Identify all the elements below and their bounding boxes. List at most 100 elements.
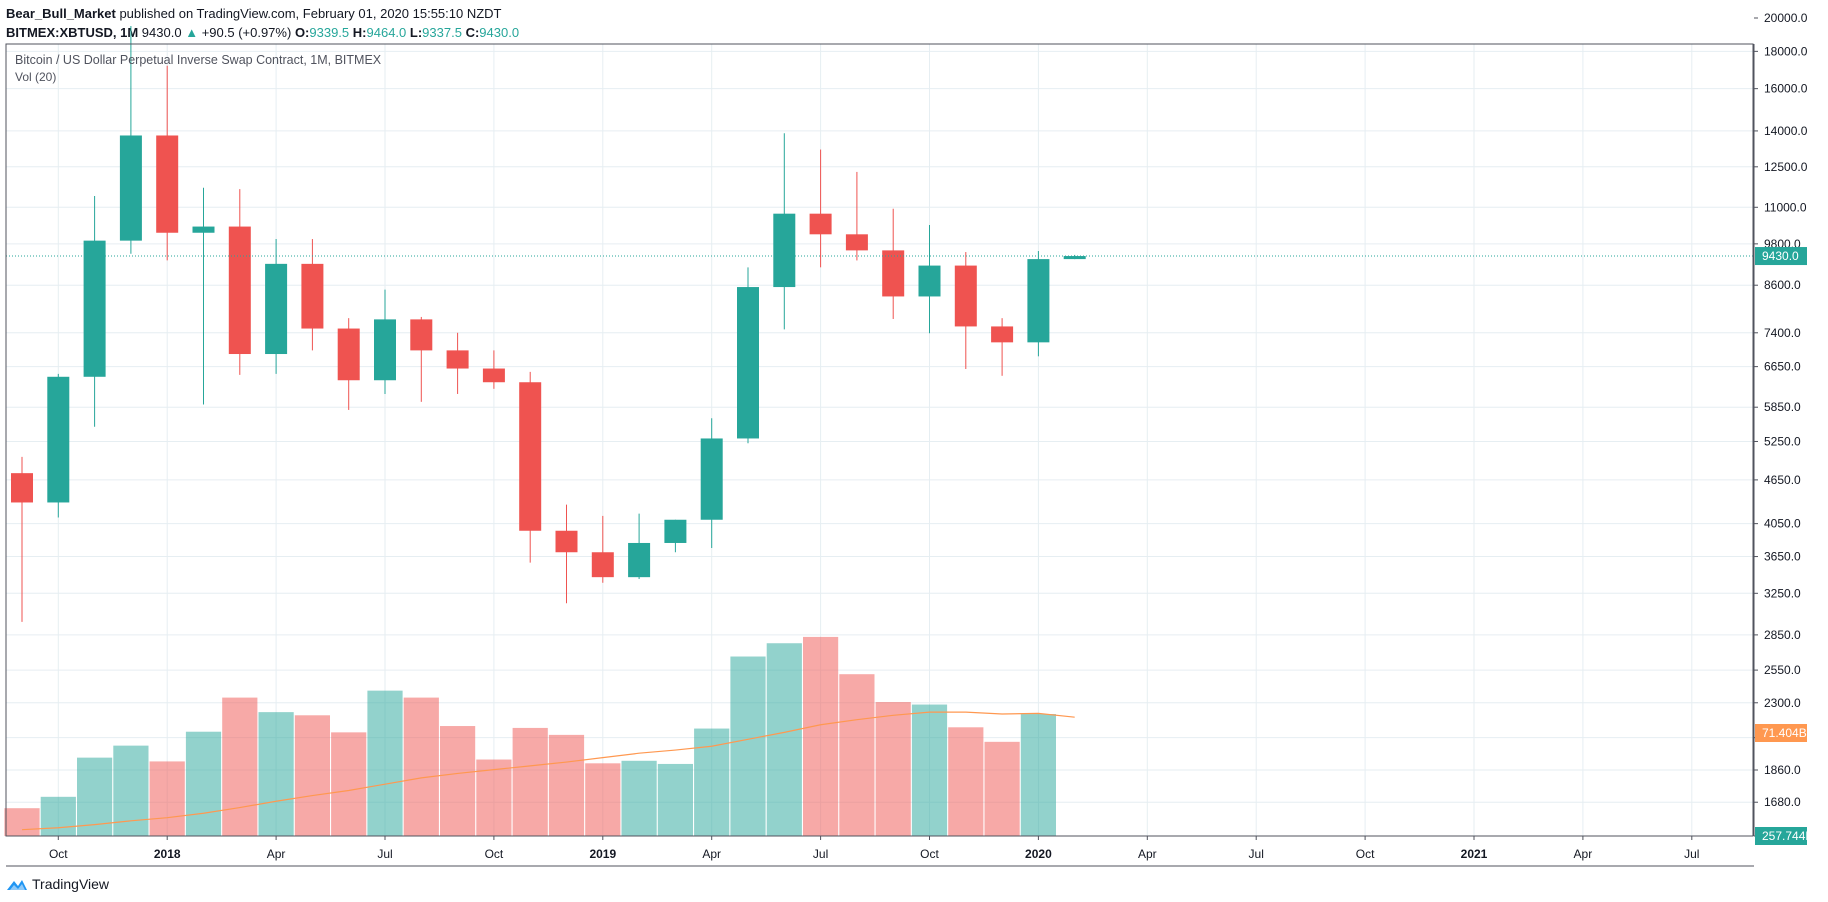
- volume-bar: [185, 731, 222, 836]
- volume-bar: [803, 636, 839, 836]
- y-tick-label: 6650.0: [1764, 360, 1801, 374]
- volume-bar: [839, 674, 875, 836]
- candle-body: [1027, 259, 1050, 343]
- y-tick-label: 2300.0: [1764, 696, 1801, 710]
- volume-bar: [1020, 714, 1056, 836]
- candle-body: [954, 265, 977, 327]
- vol-indicator-label: Vol (20): [15, 70, 56, 84]
- y-tick-label: 1860.0: [1764, 763, 1801, 777]
- x-tick-label: 2020: [1025, 847, 1052, 861]
- volume-ma-line: [21, 711, 1075, 831]
- symbol-label: BITMEX:XBTUSD, 1M: [6, 25, 139, 40]
- y-tick-label: 18000.0: [1764, 44, 1808, 58]
- volume-bar: [911, 704, 948, 836]
- volume-bar: [258, 712, 294, 836]
- volume-bar: [403, 697, 439, 836]
- time-axis[interactable]: Oct 2018 Apr Jul Oct 2019 Apr Jul Oct 2020 Apr Jul O…: [49, 836, 1700, 861]
- chart-header: Bear_Bull_Market published on TradingVie…: [6, 4, 1816, 42]
- candle-body: [482, 368, 505, 383]
- volume-bar: [984, 741, 1020, 836]
- open-label: O:: [294, 25, 310, 40]
- volume-ma-badge: 71.404B: [1762, 726, 1807, 740]
- volume-bar: [694, 728, 730, 836]
- volume-bar: [367, 690, 403, 836]
- candle-body: [882, 250, 905, 297]
- volume-bar: [222, 697, 258, 836]
- candle-body: [737, 287, 759, 439]
- low-value: 9337.5: [422, 25, 462, 40]
- last-price-badge: 9430.0: [1762, 249, 1799, 263]
- candle-body: [156, 135, 179, 233]
- volume-bar: [40, 796, 76, 836]
- candle-body: [11, 473, 33, 503]
- tradingview-brand[interactable]: TradingView: [32, 876, 110, 892]
- y-tick-label: 2850.0: [1764, 628, 1801, 642]
- x-tick-label: Oct: [920, 847, 939, 861]
- candle-body: [337, 328, 360, 381]
- y-tick-label: 11000.0: [1764, 200, 1807, 214]
- candle-body: [83, 240, 106, 377]
- candle-body: [628, 542, 651, 578]
- volume-bar: [548, 734, 585, 836]
- candle-body: [519, 382, 542, 531]
- x-tick-label: Jul: [813, 847, 828, 861]
- candle-body: [119, 135, 142, 241]
- volume-ma-badge-bg: [1755, 724, 1807, 742]
- last-price: 9430.0: [141, 25, 182, 40]
- candle-body: [555, 530, 578, 553]
- y-tick-label: 3250.0: [1764, 586, 1801, 600]
- volume-bar: [621, 760, 657, 836]
- y-tick-label: 1680.0: [1764, 795, 1801, 809]
- x-tick-label: 2021: [1461, 847, 1488, 861]
- x-tick-label: Apr: [267, 847, 286, 861]
- price-change: +90.5 (+0.97%): [201, 25, 292, 40]
- candle-body: [47, 376, 70, 503]
- author-name[interactable]: Bear_Bull_Market: [6, 6, 116, 21]
- price-axis[interactable]: 20000.0 18000.0 16000.0 14000.0 12500.0 11000…: [1754, 11, 1815, 845]
- close-label: C:: [465, 25, 480, 40]
- volume-bars: [4, 636, 1056, 836]
- candle-body: [265, 263, 288, 355]
- open-value: 9339.5: [309, 25, 350, 40]
- x-tick-label: Oct: [1356, 847, 1375, 861]
- candle-body: [301, 263, 324, 329]
- volume-bar: [730, 656, 766, 836]
- candle-body: [410, 319, 433, 351]
- candle-body: [446, 350, 469, 369]
- y-tick-label: 7400.0: [1764, 326, 1801, 340]
- y-tick-label: 2550.0: [1764, 663, 1801, 677]
- volume-bar: [476, 759, 512, 836]
- tradingview-logo-icon: [7, 880, 27, 890]
- published-text: published on TradingView.com, February 0…: [119, 6, 502, 21]
- candle-body: [918, 265, 941, 297]
- candle-body: [664, 519, 687, 543]
- candle-body: [192, 226, 215, 233]
- x-tick-label: 2019: [589, 847, 616, 861]
- volume-bar: [585, 763, 621, 836]
- up-arrow-icon: ▲: [185, 25, 199, 40]
- volume-bar: [512, 727, 548, 836]
- close-value: 9430.0: [479, 25, 520, 40]
- x-tick-label: Jul: [1684, 847, 1699, 861]
- price-chart[interactable]: 20000.0 18000.0 16000.0 14000.0 12500.0 11000…: [0, 0, 1828, 870]
- volume-ma-layer: [21, 711, 1075, 831]
- volume-last-badge: 257.744M: [1762, 829, 1815, 843]
- publish-line: Bear_Bull_Market published on TradingVie…: [6, 4, 1816, 23]
- volume-bar: [4, 808, 40, 836]
- x-tick-label: Oct: [49, 847, 68, 861]
- x-tick-label: Oct: [485, 847, 504, 861]
- y-tick-label: 16000.0: [1764, 82, 1808, 96]
- high-value: 9464.0: [366, 25, 407, 40]
- candle-body: [809, 213, 832, 235]
- candle-body: [991, 326, 1014, 343]
- volume-bar: [875, 702, 911, 836]
- x-tick-label: Apr: [702, 847, 721, 861]
- x-tick-label: 2018: [154, 847, 181, 861]
- y-tick-label: 4650.0: [1764, 473, 1801, 487]
- x-tick-label: Apr: [1574, 847, 1593, 861]
- candle-body: [1063, 256, 1086, 260]
- candle-body: [845, 234, 868, 251]
- volume-bar: [331, 732, 367, 836]
- volume-bar: [766, 643, 802, 836]
- last-price-badge-bg: [1755, 247, 1807, 266]
